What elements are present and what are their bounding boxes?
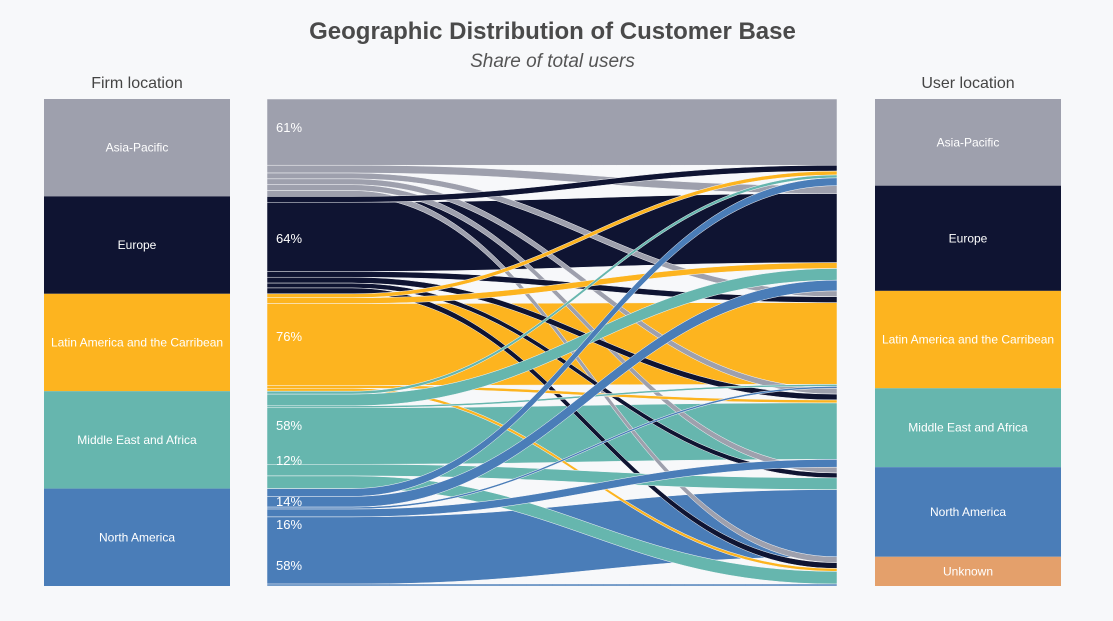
- right-node-label-europe: Europe: [949, 231, 988, 245]
- link-asia-pacific-to-europe: [266, 164, 838, 194]
- link-north-america-to-unknown: [266, 583, 838, 587]
- link-latin-america-and-the-carribean-to-middle-east-and-africa: [266, 385, 838, 404]
- right-node-unknown: [875, 556, 1061, 586]
- right-column-header: User location: [921, 75, 1015, 92]
- left-column-header: Firm location: [91, 75, 183, 92]
- left-node-latin-america-and-the-carribean: [44, 293, 230, 392]
- chart-title: Geographic Distribution of Customer Base: [309, 18, 796, 45]
- link-north-america-to-asia-pacific: [266, 177, 838, 497]
- left-node-label-latin-america-and-the-carribean: Latin America and the Carribean: [51, 336, 223, 350]
- right-node-label-unknown: Unknown: [943, 564, 993, 578]
- left-node-label-asia-pacific: Asia-Pacific: [106, 141, 169, 155]
- flow-annotation: 61%: [276, 120, 302, 135]
- right-node-label-north-america: North America: [930, 505, 1006, 519]
- left-node-asia-pacific: [44, 99, 230, 197]
- link-middle-east-and-africa-to-north-america: [266, 464, 838, 490]
- left-node-north-america: [44, 488, 230, 586]
- link-asia-pacific-to-asia-pacific: [266, 98, 838, 166]
- right-node-label-latin-america-and-the-carribean: Latin America and the Carribean: [882, 333, 1054, 347]
- link-north-america-to-middle-east-and-africa: [266, 459, 838, 518]
- left-node-label-middle-east-and-africa: Middle East and Africa: [77, 433, 197, 447]
- right-node-north-america: [875, 467, 1061, 557]
- link-north-america-to-latin-america-and-the-carribean: [266, 386, 838, 510]
- right-node-asia-pacific: [875, 99, 1061, 186]
- left-node-label-north-america: North America: [99, 530, 175, 544]
- flow-annotation: 58%: [276, 558, 302, 573]
- left-node-label-europe: Europe: [118, 238, 157, 252]
- flow-annotation: 58%: [276, 418, 302, 433]
- right-node-label-asia-pacific: Asia-Pacific: [937, 135, 1000, 149]
- left-node-europe: [44, 196, 230, 294]
- sankey-links: [266, 98, 838, 587]
- right-node-label-middle-east-and-africa: Middle East and Africa: [908, 421, 1028, 435]
- flow-annotation: 12%: [276, 453, 302, 468]
- right-node-latin-america-and-the-carribean: [875, 290, 1061, 389]
- flow-annotation: 64%: [276, 231, 302, 246]
- chart-subtitle: Share of total users: [470, 51, 635, 72]
- right-node-europe: [875, 185, 1061, 291]
- flow-annotation: 16%: [276, 517, 302, 532]
- link-north-america-to-europe: [266, 279, 838, 508]
- flow-annotation: 14%: [276, 494, 302, 509]
- left-node-middle-east-and-africa: [44, 391, 230, 489]
- flow-annotation: 76%: [276, 329, 302, 344]
- right-node-middle-east-and-africa: [875, 388, 1061, 468]
